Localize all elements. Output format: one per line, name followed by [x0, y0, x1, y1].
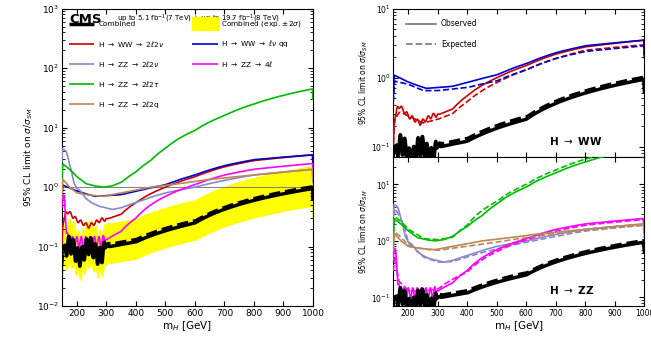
- Text: H $\rightarrow$ ZZ $\rightarrow$ 4$\ell$: H $\rightarrow$ ZZ $\rightarrow$ 4$\ell$: [221, 59, 274, 69]
- Text: Expected: Expected: [441, 40, 477, 49]
- Y-axis label: 95% CL limit on $\sigma/\sigma_{SM}$: 95% CL limit on $\sigma/\sigma_{SM}$: [23, 108, 35, 207]
- Text: Combined (exp. $\pm 2\sigma$): Combined (exp. $\pm 2\sigma$): [221, 19, 302, 28]
- Text: CMS: CMS: [70, 13, 102, 26]
- Text: H $\rightarrow$ WW: H $\rightarrow$ WW: [549, 135, 602, 147]
- Text: H $\rightarrow$ WW $\rightarrow$ $\ell\nu$ qq: H $\rightarrow$ WW $\rightarrow$ $\ell\n…: [221, 38, 289, 49]
- Text: up to 5.1 fb$^{-1}$(7 TeV) + up to 19.7 fb$^{-1}$(8 TeV): up to 5.1 fb$^{-1}$(7 TeV) + up to 19.7 …: [117, 13, 280, 25]
- Text: H $\rightarrow$ ZZ: H $\rightarrow$ ZZ: [549, 284, 594, 296]
- Text: H $\rightarrow$ ZZ $\rightarrow$ 2$\ell$2$\tau$: H $\rightarrow$ ZZ $\rightarrow$ 2$\ell$…: [98, 79, 160, 89]
- Y-axis label: 95% CL limit on $\sigma/\sigma_{SM}$: 95% CL limit on $\sigma/\sigma_{SM}$: [357, 41, 370, 125]
- X-axis label: m$_{H}$ [GeV]: m$_{H}$ [GeV]: [494, 319, 544, 333]
- X-axis label: m$_{H}$ [GeV]: m$_{H}$ [GeV]: [162, 319, 212, 333]
- Y-axis label: 95% CL limit on $\sigma/\sigma_{SM}$: 95% CL limit on $\sigma/\sigma_{SM}$: [357, 190, 370, 274]
- Text: H $\rightarrow$ ZZ $\rightarrow$ 2$\ell$2$\nu$: H $\rightarrow$ ZZ $\rightarrow$ 2$\ell$…: [98, 59, 159, 69]
- Text: H $\rightarrow$ WW $\rightarrow$ 2$\ell$2$\nu$: H $\rightarrow$ WW $\rightarrow$ 2$\ell$…: [98, 39, 164, 49]
- Text: Observed: Observed: [441, 19, 478, 28]
- Text: H $\rightarrow$ ZZ $\rightarrow$ 2$\ell$2q: H $\rightarrow$ ZZ $\rightarrow$ 2$\ell$…: [98, 99, 160, 110]
- Bar: [193, 17, 217, 30]
- Text: Combined: Combined: [98, 20, 135, 27]
